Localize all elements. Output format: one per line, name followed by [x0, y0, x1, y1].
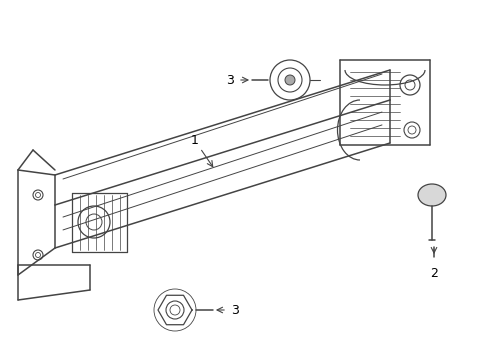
Ellipse shape	[418, 184, 446, 206]
Text: 3: 3	[226, 73, 234, 86]
Text: 3: 3	[231, 303, 239, 316]
Text: 1: 1	[191, 134, 199, 147]
Circle shape	[285, 75, 295, 85]
Text: 2: 2	[430, 267, 438, 280]
